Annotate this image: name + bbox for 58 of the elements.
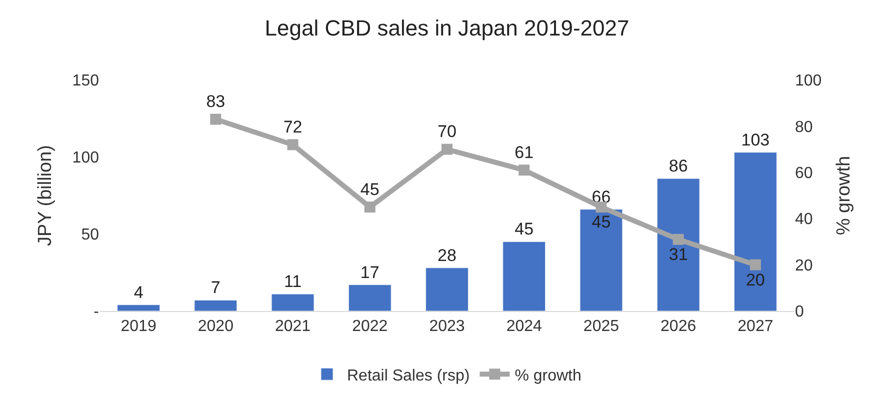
y-tick-label: 100 — [72, 150, 100, 167]
data-label: 4 — [134, 282, 144, 302]
x-tick-label: 2019 — [120, 318, 156, 336]
bar — [734, 152, 777, 311]
x-tick-label: 2021 — [274, 318, 311, 336]
y2-tick-label: 20 — [795, 257, 813, 274]
y2-tick-label: 80 — [795, 118, 813, 136]
data-label: 103 — [741, 130, 770, 150]
point — [287, 139, 298, 150]
legend-label: Retail Sales (rsp) — [347, 367, 470, 384]
data-label: 45 — [592, 212, 611, 232]
point — [750, 259, 761, 270]
data-label: 86 — [668, 156, 688, 176]
y2-tick-label: 40 — [795, 211, 813, 228]
y2-tick-label: 0 — [795, 304, 804, 321]
x-tick-label: 2025 — [583, 318, 620, 336]
data-label: 28 — [438, 246, 456, 265]
data-label: 61 — [514, 142, 534, 162]
y-tick-label: 150 — [72, 72, 100, 90]
y2-axis-title: % growth — [834, 156, 855, 236]
point — [518, 164, 530, 176]
data-label: 66 — [592, 187, 611, 206]
point — [210, 114, 222, 125]
bar — [194, 300, 238, 311]
bar — [117, 304, 160, 311]
point — [672, 234, 684, 245]
bar — [502, 241, 546, 311]
data-label: 20 — [746, 270, 765, 290]
data-label: 31 — [668, 245, 688, 264]
data-label: 72 — [283, 118, 302, 137]
y-axis-title: JPY (billion) — [35, 144, 56, 246]
point — [596, 202, 607, 213]
data-label: 45 — [514, 220, 534, 239]
point — [442, 144, 452, 155]
y2-tick-label: 60 — [795, 165, 813, 182]
bar — [348, 284, 392, 311]
y-tick-label: - — [94, 304, 99, 321]
x-tick-label: 2023 — [429, 318, 465, 336]
y2-tick-label: 100 — [795, 72, 822, 90]
data-label: 45 — [360, 180, 380, 199]
chart-title: Legal CBD sales in Japan 2019-2027 — [264, 16, 630, 41]
bar — [426, 268, 468, 311]
bar — [656, 178, 700, 311]
x-tick-label: 2022 — [352, 318, 388, 336]
bar — [271, 294, 314, 311]
data-label: 17 — [360, 262, 380, 282]
x-tick-label: 2026 — [660, 318, 696, 336]
data-label: 83 — [206, 92, 226, 112]
x-tick-label: 2024 — [506, 318, 542, 336]
data-label: 7 — [210, 278, 220, 298]
y-tick-label: 50 — [81, 226, 100, 244]
x-tick-label: 2027 — [738, 318, 774, 336]
data-label: 70 — [438, 122, 456, 142]
point — [364, 202, 376, 213]
bar — [580, 209, 623, 311]
x-tick-label: 2020 — [198, 318, 234, 336]
legend-label: % growth — [514, 367, 582, 384]
data-label: 11 — [284, 272, 302, 292]
